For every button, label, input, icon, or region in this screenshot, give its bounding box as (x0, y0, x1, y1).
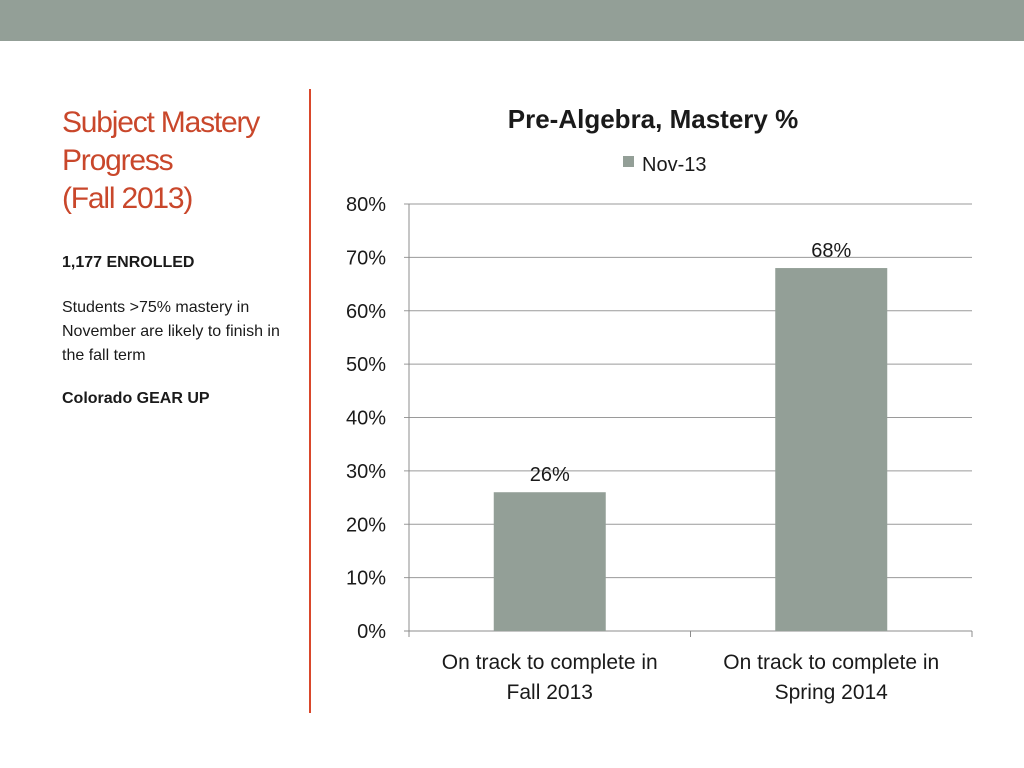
y-tick-label: 0% (357, 621, 386, 643)
bar-chart: Pre-Algebra, Mastery % Nov-13 0% 10% 20% 30… (346, 104, 973, 704)
y-tick-label: 10% (346, 568, 386, 590)
legend-label: Nov-13 (642, 154, 706, 176)
bars (493, 268, 888, 631)
legend-swatch (623, 156, 634, 167)
enrolled-count: 1,177 ENROLLED (62, 254, 195, 271)
left-panel: Subject Mastery Progress (Fall 2013) 1,1… (62, 104, 294, 408)
vertical-divider (309, 89, 311, 713)
mastery-note: Students >75% mastery in November are li… (62, 299, 280, 364)
slide-title: Subject Mastery Progress (Fall 2013) (62, 104, 294, 218)
chart-legend: Nov-13 (623, 154, 706, 176)
top-band (0, 0, 1024, 41)
y-tick-label: 30% (346, 461, 386, 483)
category-label: Spring 2014 (775, 681, 889, 704)
category-label: On track to complete in (723, 651, 939, 674)
data-label: 26% (530, 464, 570, 486)
slide-title-line-2: Progress (62, 144, 174, 177)
slide-title-line-3: (Fall 2013) (62, 182, 193, 215)
category-label: Fall 2013 (507, 681, 593, 704)
y-tick-label: 70% (346, 247, 386, 269)
chart-title: Pre-Algebra, Mastery % (508, 104, 798, 134)
y-tick-label: 40% (346, 408, 386, 430)
labels: 0% 10% 20% 30% 40% 50% 60% 70% 80% 26% On track to… (346, 194, 939, 704)
y-tick-label: 60% (346, 301, 386, 323)
y-tick-label: 20% (346, 514, 386, 536)
bar (775, 268, 888, 631)
y-tick-label: 50% (346, 354, 386, 376)
chart-container: Pre-Algebra, Mastery % Nov-13 0% 10% 20% 30… (320, 90, 1000, 720)
category-label: On track to complete in (442, 651, 658, 674)
y-tick-label: 80% (346, 194, 386, 216)
axes (408, 204, 973, 637)
organization-name: Colorado GEAR UP (62, 390, 210, 407)
bar (493, 492, 606, 631)
data-label: 68% (811, 240, 851, 262)
slide-title-line-1: Subject Mastery (62, 106, 260, 139)
